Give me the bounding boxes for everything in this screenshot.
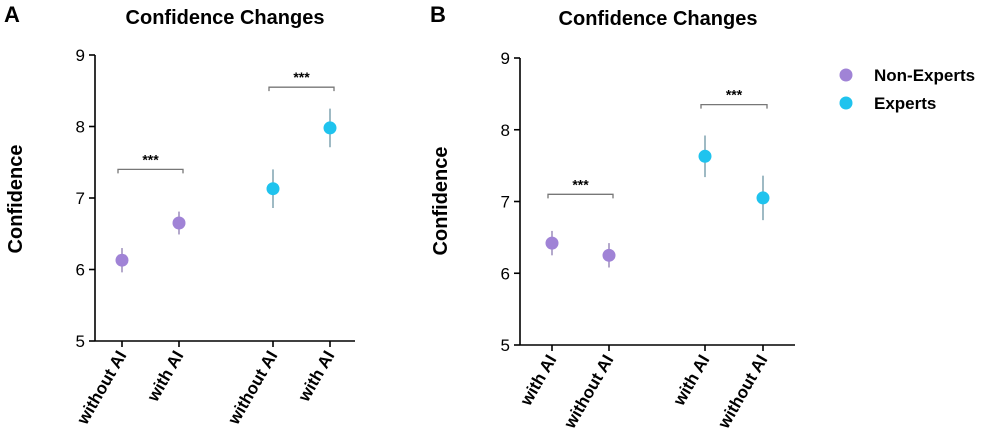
significance-label: *** xyxy=(572,176,589,192)
significance-label: *** xyxy=(293,69,310,85)
data-point-experts xyxy=(698,149,712,163)
data-point-experts xyxy=(756,191,770,205)
x-tick-label: without AI xyxy=(560,352,618,433)
panel-letter-b: B xyxy=(430,2,446,27)
legend-marker xyxy=(839,68,853,82)
annotations-b: *** *** xyxy=(547,87,768,199)
y-axis-label-a: Confidence xyxy=(5,145,27,254)
x-tick-label: without AI xyxy=(224,348,282,429)
y-axis-a: 5 6 7 8 9 xyxy=(76,46,96,351)
y-tick-label: 6 xyxy=(501,264,510,283)
significance-label: *** xyxy=(726,87,743,103)
data-points-b xyxy=(545,135,770,268)
significance-bracket xyxy=(700,103,768,109)
x-tick-label: without AI xyxy=(714,352,772,433)
y-tick-label: 5 xyxy=(501,336,510,355)
legend-label: Non-Experts xyxy=(874,66,975,85)
x-tick-label: with AI xyxy=(294,348,339,406)
significance-bracket xyxy=(117,168,184,174)
significance-bracket xyxy=(268,86,335,92)
legend-label: Experts xyxy=(874,94,936,113)
significance-bracket xyxy=(547,193,614,199)
y-tick-label: 6 xyxy=(76,261,85,280)
y-tick-label: 7 xyxy=(501,193,510,212)
legend: Non-Experts Experts xyxy=(839,66,975,113)
y-tick-label: 9 xyxy=(76,46,85,65)
data-point-non-experts xyxy=(545,236,559,250)
chart-title-a: Confidence Changes xyxy=(126,7,325,29)
significance-label: *** xyxy=(142,151,159,167)
data-point-non-experts xyxy=(602,248,616,262)
data-point-experts xyxy=(266,182,280,196)
data-point-experts xyxy=(323,121,337,135)
x-tick-label: with AI xyxy=(143,348,188,406)
y-tick-label: 5 xyxy=(76,332,85,351)
y-tick-label: 8 xyxy=(76,118,85,137)
panel-b: B Confidence Changes Confidence 5 6 7 8 9 wi… xyxy=(430,2,795,432)
panel-a: A Confidence Changes Confidence 5 6 7 8 9 wi… xyxy=(4,2,355,428)
legend-marker xyxy=(839,96,853,110)
data-point-non-experts xyxy=(115,253,129,267)
x-tick-label: without AI xyxy=(73,348,131,429)
x-axis-a: without AI with AI without AI with AI xyxy=(73,340,355,429)
y-tick-label: 7 xyxy=(76,189,85,208)
x-tick-label: with AI xyxy=(516,352,561,410)
y-tick-label: 8 xyxy=(501,121,510,140)
data-points-a xyxy=(115,108,337,273)
data-point-non-experts xyxy=(172,216,186,230)
x-axis-b: with AI without AI with AI without AI xyxy=(516,344,795,433)
y-axis-label-b: Confidence xyxy=(430,147,452,256)
annotations-a: *** *** xyxy=(117,69,335,174)
chart-title-b: Confidence Changes xyxy=(559,8,758,30)
panel-letter-a: A xyxy=(4,2,20,27)
y-tick-label: 9 xyxy=(501,49,510,68)
y-axis-b: 5 6 7 8 9 xyxy=(501,49,521,355)
x-tick-label: with AI xyxy=(669,352,714,410)
